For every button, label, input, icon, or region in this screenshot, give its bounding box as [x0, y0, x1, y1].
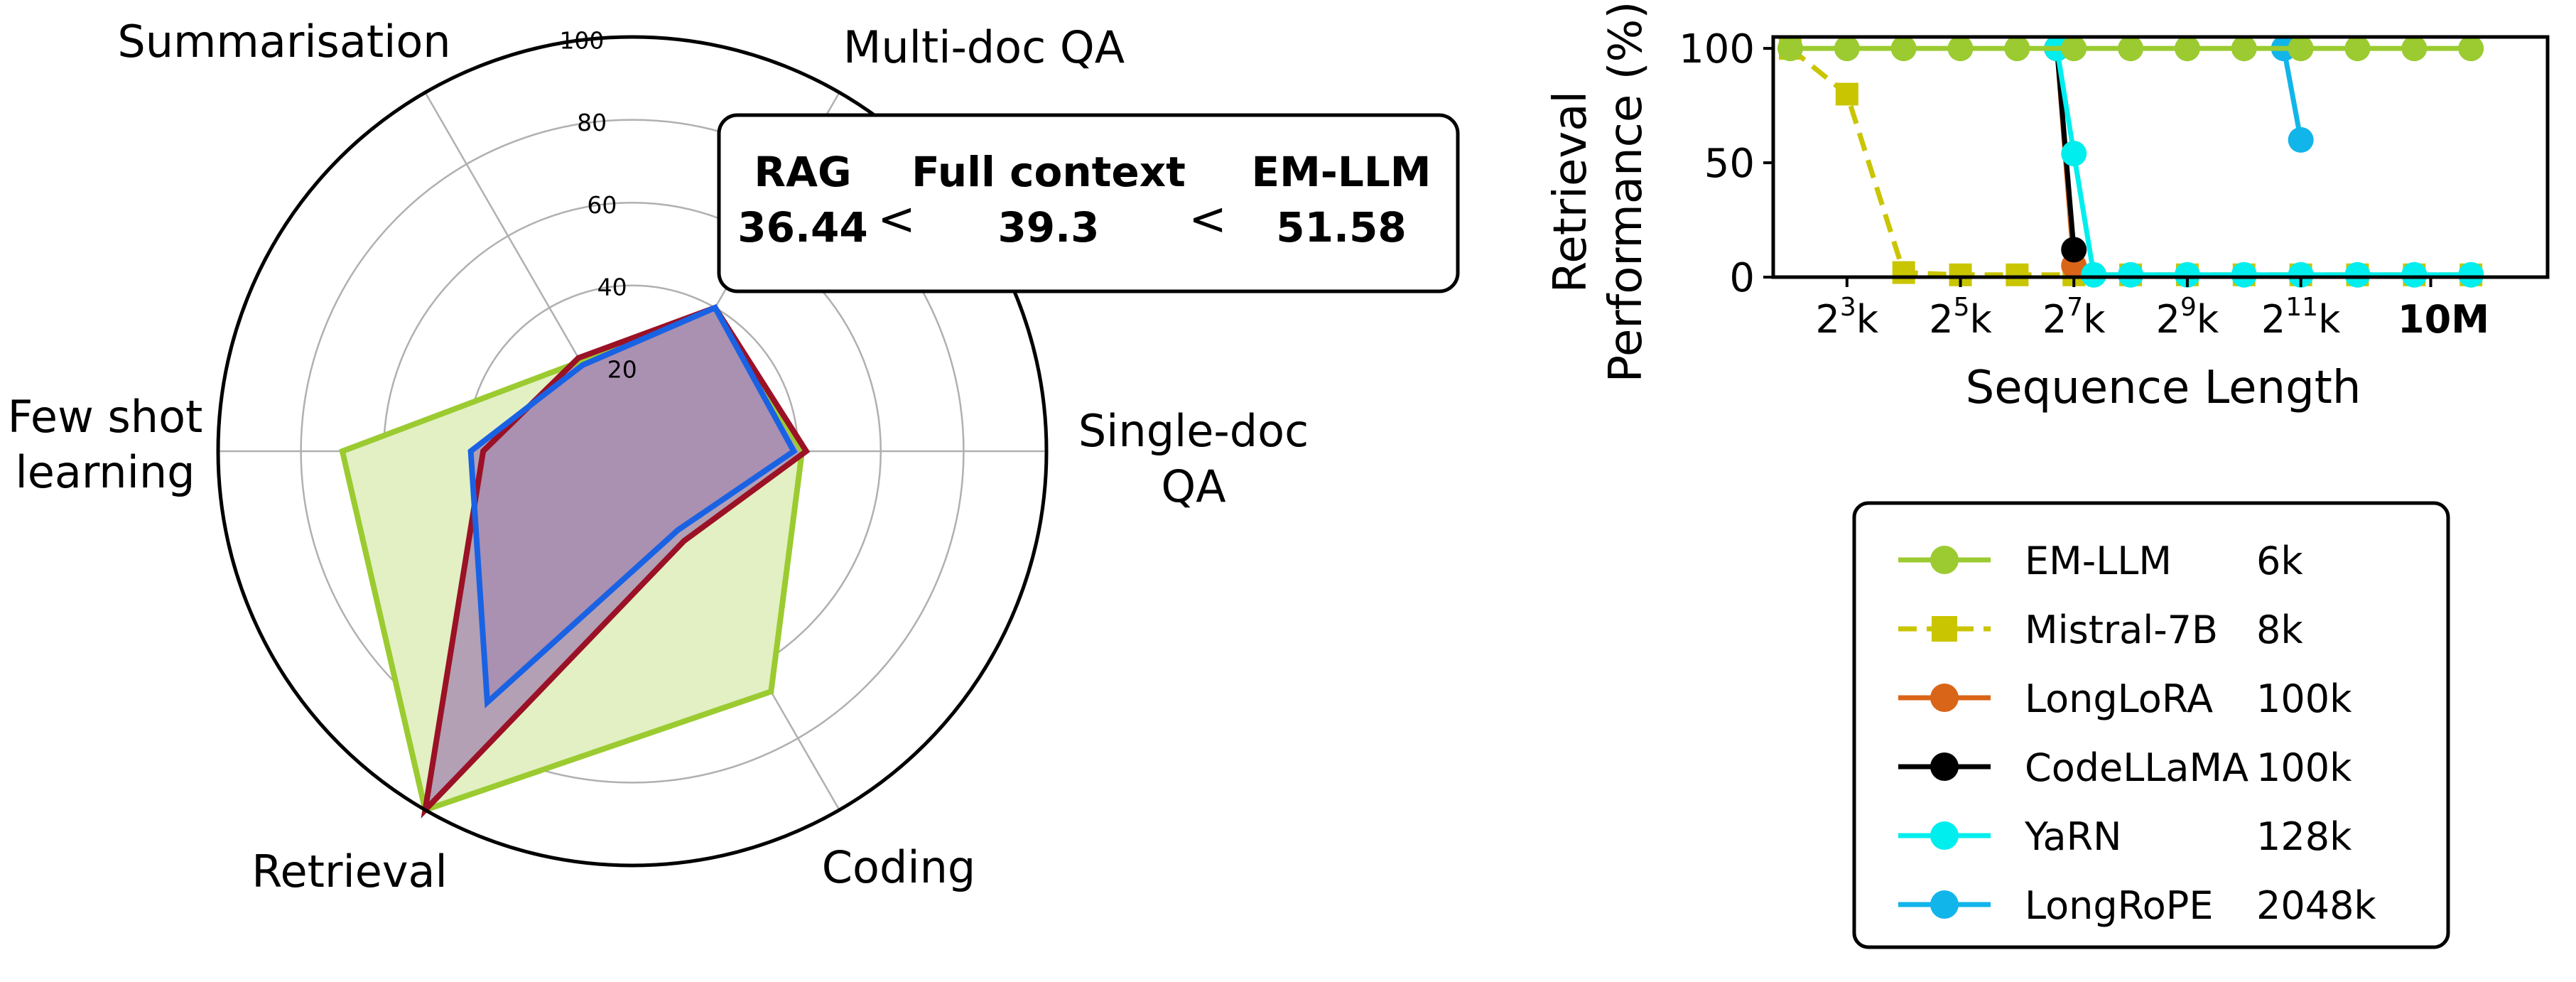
point-em-llm — [2231, 36, 2257, 62]
point-yarn — [2288, 261, 2314, 288]
point-codellama — [2061, 237, 2087, 263]
legend-name: Mistral-7B — [2025, 608, 2218, 652]
radar-tick-label: 20 — [607, 355, 637, 383]
point-yarn — [2344, 261, 2371, 288]
legend-marker-longrope — [1930, 890, 1959, 919]
less-than-1: < — [877, 193, 916, 246]
point-yarn — [2174, 261, 2200, 288]
x-tick-label: 10M — [2398, 297, 2489, 342]
legend: EM-LLM 6k Mistral-7B 8k LongLoRA 100kCodeLLaM… — [1852, 501, 2450, 949]
point-em-llm — [2401, 36, 2428, 62]
point-em-llm — [2288, 36, 2314, 62]
radar-axis-label: Summarisation — [117, 16, 450, 68]
x-axis-label: Sequence Length — [1966, 362, 2361, 414]
radar-outer-circle — [216, 35, 1049, 868]
full-context-value: 39.3 — [997, 203, 1099, 252]
point-em-llm — [2344, 36, 2371, 62]
radar-area-rag — [470, 308, 794, 703]
legend-name: CodeLLaMA — [2025, 745, 2248, 790]
point-em-llm — [1947, 36, 1974, 62]
point-mistral-7b — [1835, 82, 1858, 106]
legend-name: LongRoPE — [2025, 883, 2214, 928]
point-em-llm — [1890, 36, 1917, 62]
line-chart: Retrieval Performance (%) Sequence Lengt… — [1544, 1, 2550, 414]
legend-frame — [1852, 501, 2450, 949]
point-longrope — [2288, 126, 2314, 153]
radar-tick-label: 100 — [559, 26, 604, 54]
point-em-llm — [2061, 36, 2087, 62]
less-than-2: < — [1189, 193, 1227, 246]
legend-context: 6k — [2256, 539, 2303, 583]
point-em-llm — [2458, 36, 2484, 62]
point-mistral-7b — [1892, 261, 1915, 284]
radar-tick-label: 80 — [577, 109, 607, 136]
y-tick-label: 100 — [1679, 26, 1755, 72]
radar-tick-label: 40 — [597, 274, 627, 301]
legend-context: 128k — [2256, 814, 2352, 859]
point-yarn — [2081, 261, 2107, 288]
x-tick-label: 23k — [1816, 293, 1879, 342]
legend-name: LongLoRA — [2025, 676, 2213, 721]
series-line-longrope — [2281, 48, 2304, 141]
point-mistral-7b — [2006, 263, 2029, 286]
legend-marker-yarn — [1930, 821, 1959, 850]
legend-name: EM-LLM — [2025, 539, 2172, 583]
legend-context: 100k — [2256, 676, 2352, 721]
radar-chart: 20 40 60 80 100 Summarisation Multi-doc QA Sing… — [8, 16, 1309, 897]
legend-marker-codellama — [1930, 752, 1959, 781]
x-tick-label: 25k — [1929, 293, 1992, 342]
point-em-llm — [1834, 36, 1860, 62]
y-axis-label-line1: Retrieval — [1544, 91, 1597, 293]
series-line-mistral-7b — [1788, 46, 2472, 278]
radar-tick-label: 60 — [587, 191, 617, 219]
point-em-llm — [2004, 36, 2030, 62]
rag-value: 36.44 — [737, 203, 867, 252]
y-tick-label: 50 — [1704, 141, 1755, 187]
em-llm-value: 51.58 — [1276, 203, 1406, 252]
legend-context: 100k — [2256, 745, 2352, 790]
x-tick-label: 27k — [2042, 293, 2106, 342]
radar-axis-label: Multi-doc QA — [843, 21, 1125, 73]
x-tick-label: 29k — [2156, 293, 2219, 342]
point-em-llm — [2118, 36, 2144, 62]
point-yarn — [2231, 261, 2257, 288]
point-em-llm — [1777, 36, 1803, 62]
radar-axis-label: Retrieval — [251, 846, 448, 897]
y-tick-label: 0 — [1729, 255, 1755, 301]
radar-outline-rag — [467, 303, 798, 708]
em-llm-label: EM-LLM — [1251, 148, 1431, 196]
point-yarn — [2458, 261, 2484, 288]
point-yarn — [2061, 141, 2087, 167]
y-axis-label-line2: Performance (%) — [1600, 1, 1652, 383]
legend-marker-longlora — [1930, 684, 1959, 712]
radar-axis-label: Single-doc QA — [1078, 405, 1309, 512]
summary-box: RAG 36.44 < Full context 39.3 < EM-LLM 5… — [717, 113, 1460, 293]
point-em-llm — [2174, 36, 2200, 62]
radar-axis-label: Coding — [822, 841, 975, 893]
legend-name: YaRN — [2024, 814, 2122, 859]
legend-marker-em-llm — [1930, 546, 1959, 574]
legend-marker-mistral-7b — [1932, 616, 1957, 642]
point-yarn — [2401, 261, 2428, 288]
legend-context: 8k — [2256, 608, 2303, 652]
rag-label: RAG — [754, 148, 851, 196]
series-line-yarn — [2054, 48, 2472, 278]
legend-context: 2048k — [2256, 883, 2376, 928]
summary-box-frame — [717, 113, 1460, 293]
point-yarn — [2118, 261, 2144, 288]
radar-axis-label: Few shot learning — [8, 391, 203, 498]
x-tick-label: 211k — [2261, 293, 2341, 342]
plot-frame — [1771, 35, 2550, 279]
full-context-label: Full context — [911, 148, 1186, 196]
